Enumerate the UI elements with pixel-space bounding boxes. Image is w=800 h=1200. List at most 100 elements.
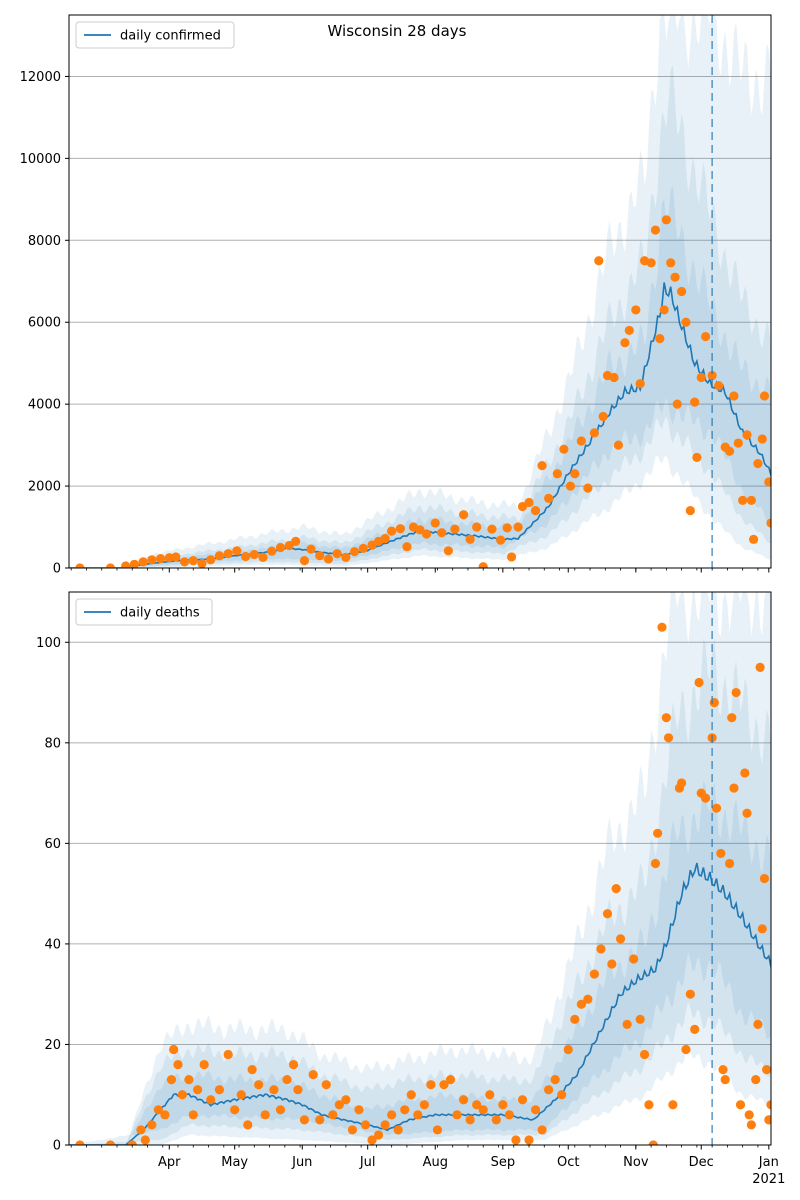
data-point <box>615 934 626 944</box>
data-point <box>524 497 534 508</box>
data-point <box>537 460 547 471</box>
data-point <box>332 549 342 559</box>
data-point <box>559 444 569 454</box>
data-point <box>243 1120 253 1130</box>
data-point <box>738 495 748 506</box>
data-point <box>387 1110 397 1120</box>
data-point <box>206 555 216 565</box>
data-point <box>206 1095 216 1105</box>
data-point <box>193 1085 203 1095</box>
data-point <box>696 372 706 383</box>
data-point <box>639 1049 650 1060</box>
data-point <box>426 1080 436 1090</box>
y-tick-label: 4000 <box>28 398 61 413</box>
y-tick-label: 60 <box>44 837 61 852</box>
data-point <box>764 477 771 487</box>
y-tick-label: 10000 <box>20 152 61 167</box>
data-point <box>465 1115 475 1125</box>
data-point <box>764 1115 771 1125</box>
data-point <box>716 848 726 859</box>
data-point <box>387 526 397 536</box>
panel-1: 0 2000 4000 6000 8000 10000 12000 daily confirm… <box>20 14 772 577</box>
x-tick-label: Aug <box>423 1155 448 1170</box>
data-point <box>430 518 440 528</box>
data-point <box>753 1019 763 1029</box>
data-point <box>315 551 325 561</box>
x-tick-label: Oct <box>557 1155 579 1170</box>
data-point <box>530 506 541 516</box>
data-point <box>589 969 600 979</box>
data-point <box>306 544 316 554</box>
data-point <box>692 452 702 462</box>
data-point <box>602 909 613 919</box>
data-point <box>293 1085 303 1095</box>
data-point <box>380 1120 390 1130</box>
data-point <box>513 522 523 532</box>
band-inner <box>69 186 771 568</box>
data-point <box>284 540 294 551</box>
data-point <box>223 549 233 559</box>
data-point <box>668 1100 678 1110</box>
data-point <box>644 1100 654 1110</box>
data-point <box>598 411 608 422</box>
data-point <box>685 989 695 999</box>
data-point <box>443 546 453 556</box>
x-tick-label: Dec <box>689 1155 714 1170</box>
data-point <box>129 559 140 568</box>
legend-label: daily deaths <box>120 606 200 621</box>
data-point <box>718 1064 728 1075</box>
data-point <box>694 677 704 688</box>
data-point <box>755 662 765 673</box>
data-point <box>511 1135 521 1145</box>
data-point <box>563 1044 573 1055</box>
data-point <box>236 1090 246 1100</box>
data-point <box>720 1075 730 1085</box>
data-point <box>544 493 554 503</box>
data-point <box>517 501 528 512</box>
data-point <box>663 733 674 743</box>
data-point <box>677 286 687 297</box>
data-point <box>341 552 351 562</box>
data-point <box>570 1014 580 1024</box>
data-point <box>269 1085 279 1095</box>
data-point <box>171 552 181 562</box>
data-point <box>690 1024 700 1034</box>
data-point <box>635 1014 645 1024</box>
data-point <box>589 428 600 438</box>
data-point <box>552 469 562 479</box>
data-point <box>155 553 166 564</box>
data-point <box>214 1085 225 1095</box>
legend-box <box>75 598 213 626</box>
data-point <box>613 440 623 450</box>
x-tick-label: Jul <box>359 1155 376 1170</box>
band-outer <box>69 592 771 1145</box>
data-point <box>127 1140 137 1145</box>
data-point <box>672 399 682 409</box>
data-point <box>724 446 735 456</box>
data-point <box>659 305 669 315</box>
data-point <box>478 1105 488 1115</box>
data-point <box>607 959 617 969</box>
band-mid <box>69 638 771 1145</box>
data-point <box>199 1059 209 1070</box>
data-point <box>299 556 310 566</box>
data-point <box>759 873 770 884</box>
data-point <box>347 1125 358 1135</box>
data-point <box>275 542 286 553</box>
data-point <box>373 1130 384 1140</box>
data-point <box>415 525 425 535</box>
band-inner <box>69 780 771 1145</box>
data-point <box>260 1110 270 1120</box>
data-point <box>742 430 752 440</box>
data-point <box>700 331 711 342</box>
data-point <box>646 258 656 268</box>
data-point <box>188 556 198 566</box>
data-point <box>648 1140 658 1145</box>
x-tick-label: Nov <box>623 1155 649 1170</box>
data-point <box>576 436 586 446</box>
data-point <box>700 793 711 803</box>
data-point <box>746 495 756 506</box>
data-point <box>267 546 277 556</box>
data-point <box>744 1110 754 1120</box>
